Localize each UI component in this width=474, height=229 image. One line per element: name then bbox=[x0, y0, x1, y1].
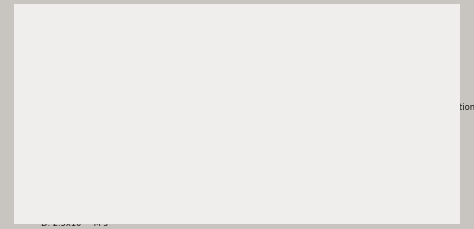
Text: -1: -1 bbox=[111, 210, 117, 215]
Text: -6: -6 bbox=[275, 71, 282, 76]
Text: M s: M s bbox=[91, 149, 109, 158]
Text: -1: -1 bbox=[67, 71, 73, 76]
Text: 3: 3 bbox=[54, 71, 58, 76]
Text: -6: -6 bbox=[295, 95, 301, 100]
Text: 2.5x10: 2.5x10 bbox=[25, 78, 54, 87]
Text: -1: -1 bbox=[111, 141, 117, 146]
Text: -6: -6 bbox=[84, 164, 91, 169]
Text: -3: -3 bbox=[84, 141, 91, 146]
Text: M?: M? bbox=[62, 124, 76, 133]
Text: 2.0x10: 2.0x10 bbox=[25, 124, 54, 133]
Text: M and the initial fumarate concentration is: M and the initial fumarate concentration… bbox=[302, 102, 474, 111]
Text: The turnover number (rate constant of enzyme-substrate intermediate into product: The turnover number (rate constant of en… bbox=[25, 54, 459, 63]
Text: M s: M s bbox=[91, 172, 109, 181]
Text: The enzyme fumarase catalyzes the hydrolysis of fumarate:: The enzyme fumarase catalyzes the hydrol… bbox=[25, 14, 278, 23]
Text: -1: -1 bbox=[84, 210, 91, 215]
Text: Fumarate (aq) + H₂O(l) → L-malate (aq): Fumarate (aq) + H₂O(l) → L-malate (aq) bbox=[25, 32, 191, 41]
Text: is 4.2 x10: is 4.2 x10 bbox=[223, 78, 266, 87]
Text: -1: -1 bbox=[111, 164, 117, 169]
Text: , and the Michaelis constant K: , and the Michaelis constant K bbox=[75, 78, 201, 87]
Text: C. 2.0x10: C. 2.0x10 bbox=[41, 195, 81, 204]
Text: -2: -2 bbox=[84, 187, 91, 192]
Text: M s: M s bbox=[91, 195, 109, 204]
Text: D. 2.5x10: D. 2.5x10 bbox=[41, 218, 82, 227]
Text: B. 1.5x10: B. 1.5x10 bbox=[41, 172, 81, 181]
Text: -1: -1 bbox=[111, 187, 117, 192]
Text: hydrolysis if the initial enzyme concentration is 2.0x10: hydrolysis if the initial enzyme concent… bbox=[25, 102, 256, 111]
Text: -2: -2 bbox=[54, 117, 61, 122]
Text: s: s bbox=[58, 78, 65, 87]
Text: M. What is the initial rate of fumarate: M. What is the initial rate of fumarate bbox=[283, 78, 444, 87]
Text: A. 5.0x10: A. 5.0x10 bbox=[41, 149, 81, 158]
Text: m: m bbox=[219, 84, 225, 89]
Text: M s: M s bbox=[91, 218, 109, 227]
